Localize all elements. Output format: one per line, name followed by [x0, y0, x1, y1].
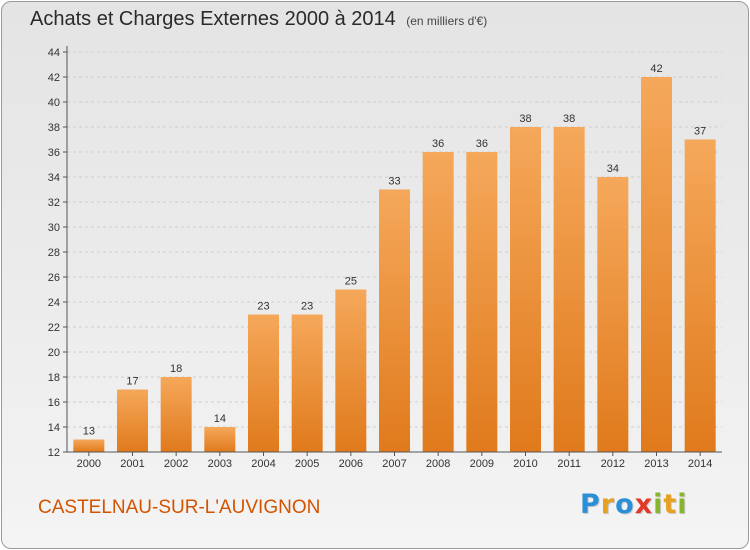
x-tick-label: 2011 [557, 458, 581, 470]
logo-letter: x [634, 489, 654, 520]
y-tick-label: 34 [48, 172, 60, 184]
bar-value-label: 18 [170, 363, 182, 375]
logo-letter: r [600, 489, 616, 520]
logo-letter: P [580, 489, 601, 520]
x-tick-label: 2003 [208, 458, 232, 470]
bar-value-label: 17 [126, 376, 138, 388]
chart-unit: (en milliers d'€) [406, 14, 488, 28]
x-tick-label: 2008 [426, 458, 450, 470]
bar-value-label: 25 [345, 276, 357, 288]
y-tick-label: 28 [48, 247, 60, 259]
bar [291, 314, 323, 452]
bar-value-label: 36 [476, 138, 488, 150]
bar-value-label: 23 [257, 301, 269, 313]
bar [335, 289, 367, 452]
bar [379, 189, 410, 452]
bar [684, 139, 716, 452]
logo-letter: i [677, 489, 688, 520]
bar-value-label: 38 [563, 113, 575, 125]
y-tick-label: 30 [48, 222, 60, 234]
bar [160, 377, 192, 452]
x-tick-label: 2007 [382, 458, 406, 470]
place-name: CASTELNAU-SUR-L'AUVIGNON [38, 497, 321, 518]
bar-value-label: 33 [388, 176, 400, 188]
x-tick-label: 2012 [601, 458, 625, 470]
y-tick-label: 38 [48, 122, 60, 134]
bar [248, 314, 279, 452]
x-tick-label: 2002 [164, 458, 188, 470]
bar-value-label: 36 [432, 138, 444, 150]
x-tick-label: 2006 [339, 458, 363, 470]
x-tick-label: 2009 [470, 458, 494, 470]
y-tick-label: 24 [48, 297, 60, 309]
y-tick-label: 22 [48, 322, 60, 334]
bar [553, 127, 585, 452]
x-tick-label: 2010 [513, 458, 537, 470]
y-tick-label: 36 [48, 147, 60, 159]
y-tick-label: 26 [48, 272, 60, 284]
bar-value-label: 38 [519, 113, 531, 125]
y-tick-label: 16 [48, 397, 60, 409]
x-tick-label: 2014 [688, 458, 712, 470]
x-tick-label: 2001 [120, 458, 144, 470]
y-tick-label: 18 [48, 372, 60, 384]
bar [466, 152, 498, 452]
bar [73, 439, 105, 452]
x-tick-label: 2005 [295, 458, 319, 470]
bar [117, 389, 148, 452]
y-tick-label: 20 [48, 347, 60, 359]
bar [510, 127, 541, 452]
x-tick-label: 2004 [251, 458, 275, 470]
y-tick-label: 44 [48, 47, 60, 59]
bar [422, 152, 454, 452]
logo-letter: o [615, 489, 635, 520]
y-tick-label: 40 [48, 97, 60, 109]
x-tick-label: 2013 [644, 458, 668, 470]
bar [597, 177, 629, 452]
x-tick-label: 2000 [77, 458, 101, 470]
y-tick-label: 42 [48, 72, 60, 84]
logo-letter: t [663, 489, 678, 520]
chart-title: Achats et Charges Externes 2000 à 2014 [30, 8, 396, 30]
bar-value-label: 13 [83, 426, 95, 438]
bar-value-label: 42 [650, 63, 662, 75]
logo-letter: i [653, 489, 664, 520]
y-tick-label: 12 [48, 447, 60, 459]
y-tick-label: 32 [48, 197, 60, 209]
chart-title-block: Achats et Charges Externes 2000 à 2014 (… [30, 8, 487, 31]
y-tick-label: 14 [48, 422, 60, 434]
bar-value-label: 23 [301, 301, 313, 313]
bar-value-label: 14 [214, 413, 226, 425]
bar [641, 77, 672, 452]
bar-value-label: 34 [607, 163, 619, 175]
bar [204, 427, 236, 452]
bar-value-label: 37 [694, 126, 706, 138]
proxiti-logo: Proxiti [580, 489, 688, 520]
